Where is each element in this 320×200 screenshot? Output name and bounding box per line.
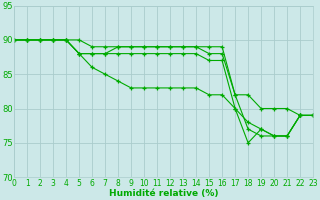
X-axis label: Humidité relative (%): Humidité relative (%) xyxy=(109,189,218,198)
